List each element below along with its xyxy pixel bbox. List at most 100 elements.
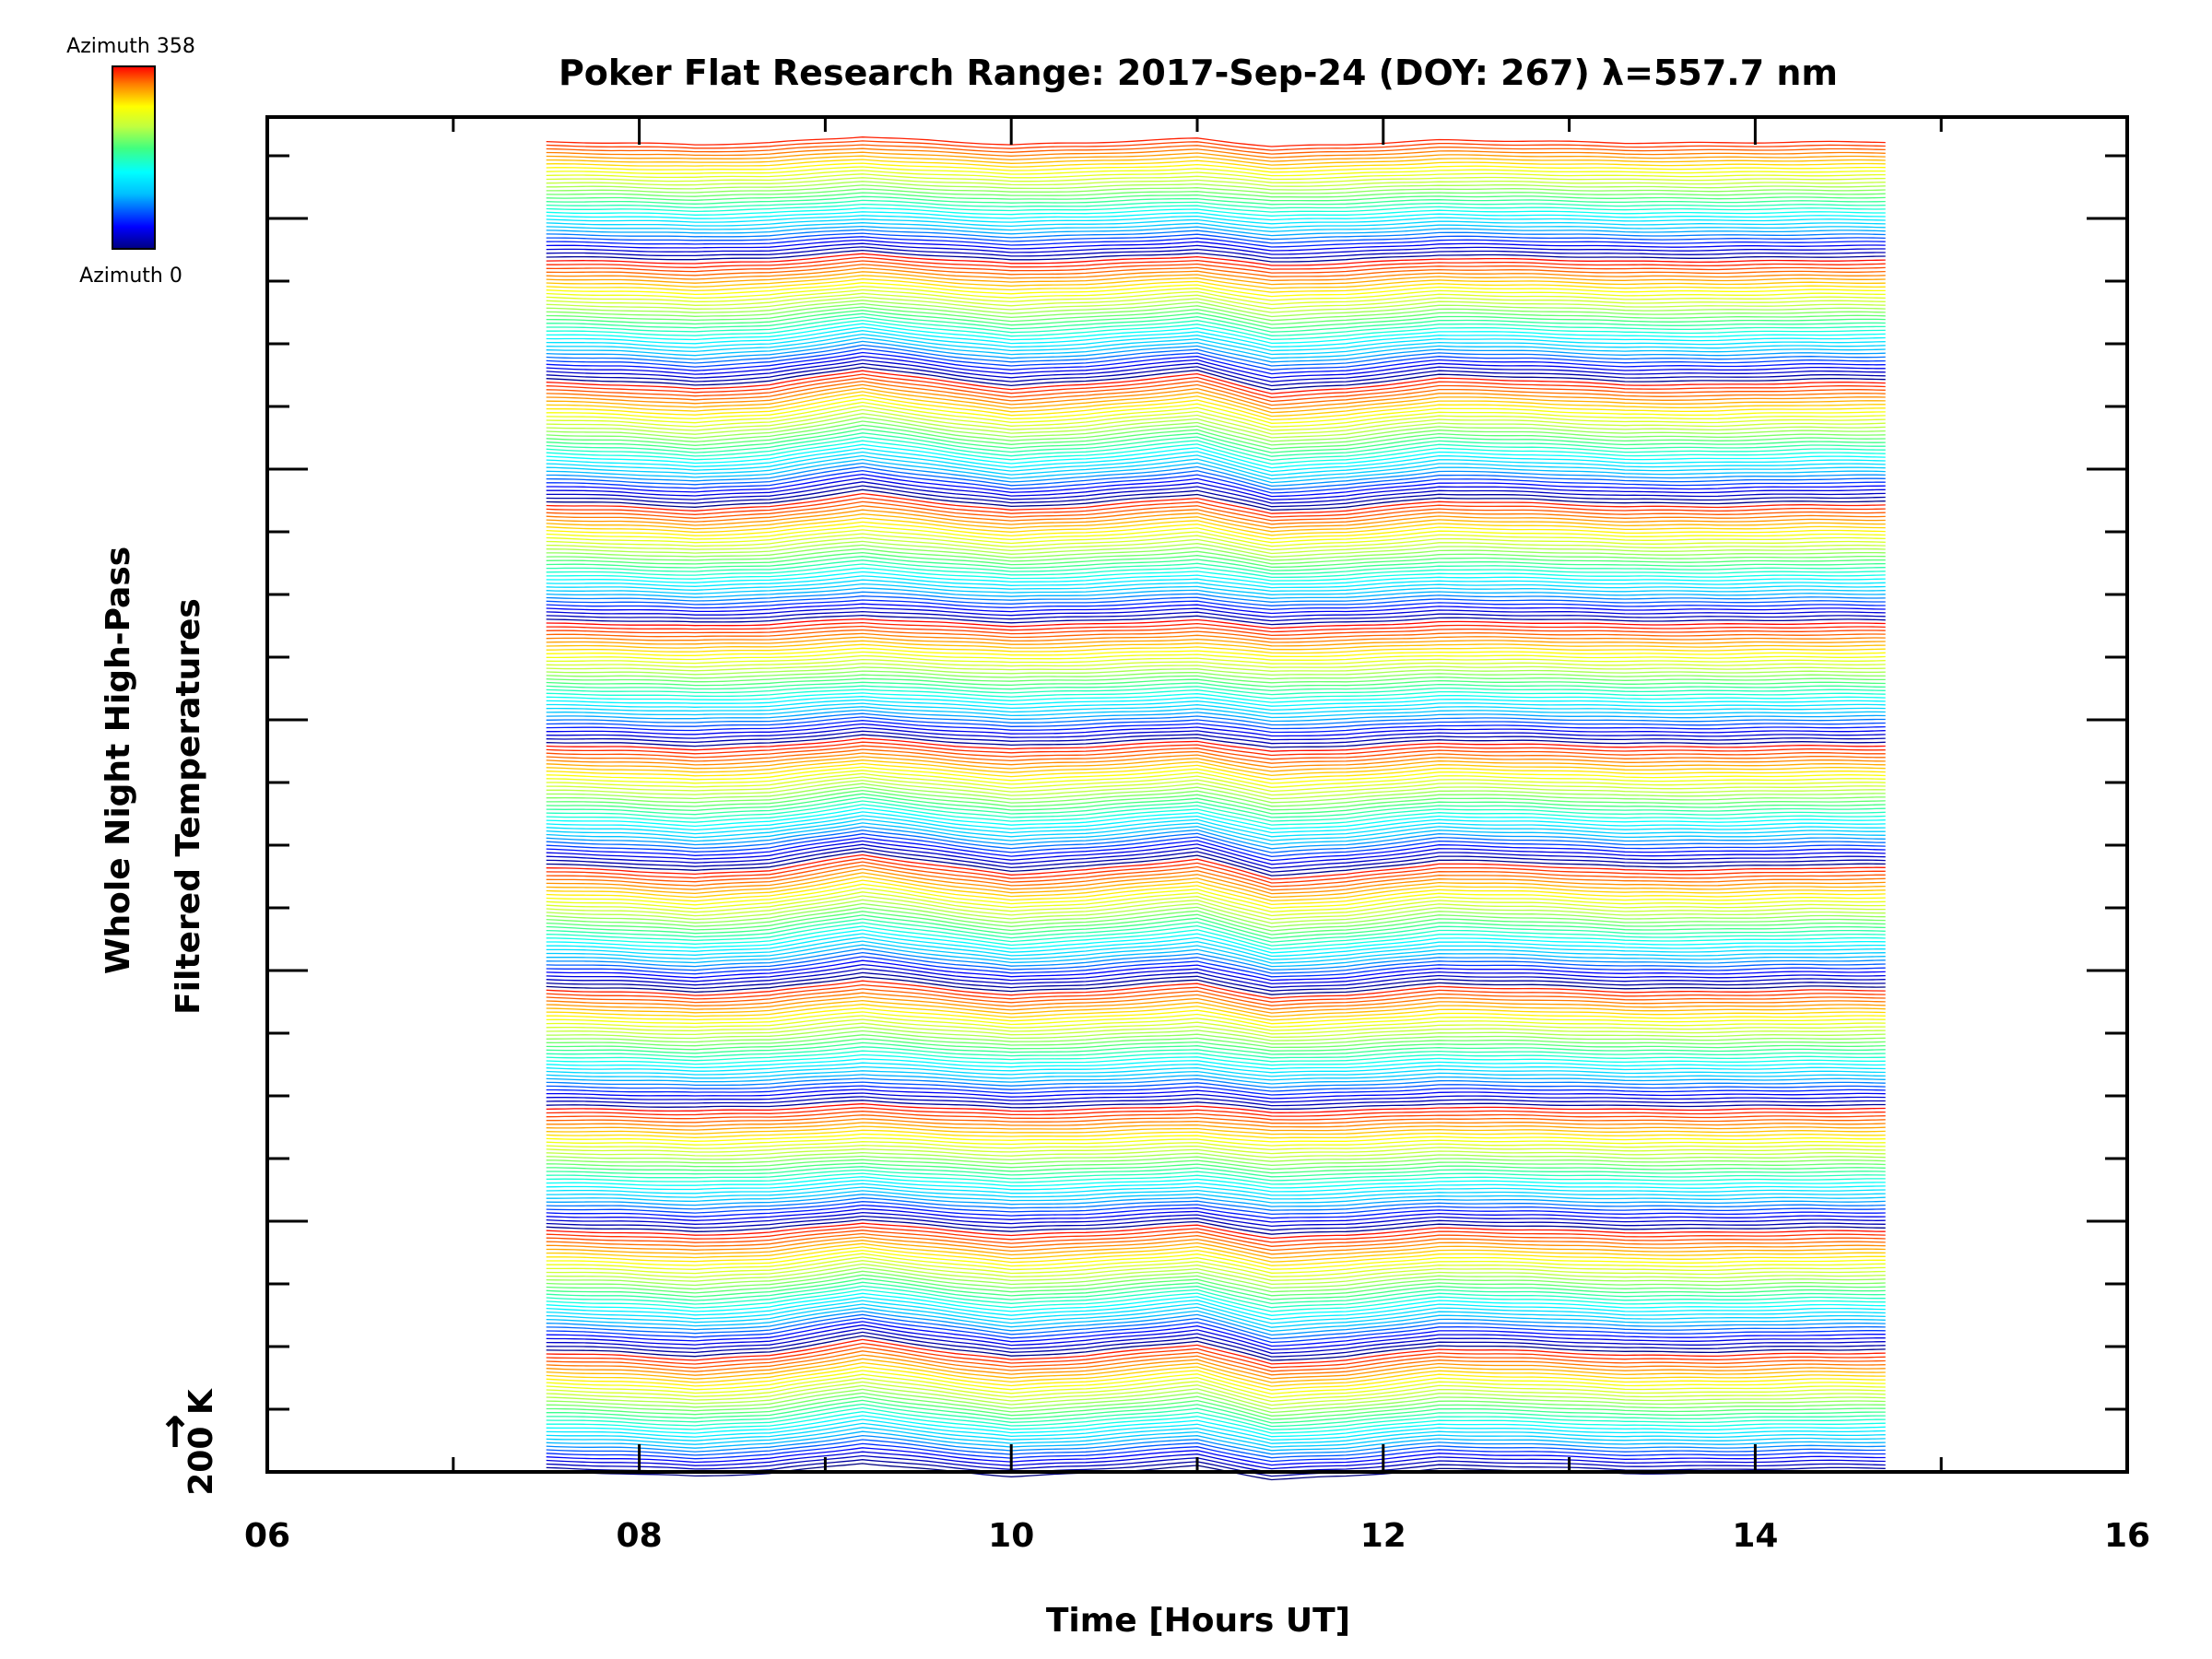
series-line: [546, 211, 1886, 221]
series-line: [546, 377, 1886, 403]
series-line: [546, 804, 1886, 826]
x-tick-labels: 06 08 10 12 14 16: [244, 1517, 2150, 1555]
series-line: [546, 1222, 1886, 1240]
series-line: [546, 632, 1886, 643]
series-line: [546, 826, 1886, 850]
series-line: [546, 925, 1886, 950]
series-line: [546, 723, 1886, 737]
series-line: [546, 1366, 1886, 1391]
series-line: [546, 1240, 1886, 1259]
series-line: [546, 1226, 1886, 1243]
series-line: [546, 1427, 1886, 1448]
series-line: [546, 762, 1886, 781]
y-scale-arrow: ↑: [158, 1407, 194, 1457]
series-line: [546, 1331, 1886, 1358]
series-line: [546, 647, 1886, 658]
series-line: [546, 599, 1886, 611]
series-line: [546, 1074, 1886, 1085]
series-line: [546, 529, 1886, 547]
series-line: [546, 940, 1886, 964]
series-line: [546, 776, 1886, 796]
series-line: [546, 1350, 1886, 1376]
series-line: [546, 681, 1886, 692]
series-line: [546, 1274, 1886, 1297]
series-line: [546, 636, 1886, 647]
series-line: [546, 872, 1886, 899]
series-line: [546, 1342, 1886, 1369]
series-line: [546, 868, 1886, 895]
series-line: [546, 793, 1886, 815]
series-line: [546, 983, 1886, 1003]
series-line: [546, 1007, 1886, 1025]
series-line: [546, 316, 1886, 336]
series-line: [546, 1041, 1886, 1055]
series-line: [546, 1129, 1886, 1139]
series-line: [546, 1281, 1886, 1305]
series-line: [546, 195, 1886, 206]
series-line: [546, 136, 1886, 147]
series-line: [546, 278, 1886, 293]
series-line: [546, 853, 1886, 880]
series-line: [546, 391, 1886, 418]
series-line: [546, 1454, 1886, 1474]
series-line: [546, 1403, 1886, 1428]
series-line: [546, 883, 1886, 910]
series-line: [546, 432, 1886, 457]
series-line: [546, 779, 1886, 800]
series-line: [546, 807, 1886, 830]
series-line: [546, 944, 1886, 968]
series-line: [546, 1232, 1886, 1252]
series-line: [546, 236, 1886, 248]
series-line: [546, 789, 1886, 811]
colorbar: Azimuth 358 Azimuth 0: [66, 35, 195, 288]
series-line: [546, 696, 1886, 707]
series-line: [546, 1122, 1886, 1132]
series-line: [546, 579, 1886, 593]
series-line: [546, 465, 1886, 490]
series-line: [546, 1204, 1886, 1219]
series-line: [546, 215, 1886, 225]
series-line: [546, 302, 1886, 322]
series-line: [546, 963, 1886, 985]
series-line: [546, 1107, 1886, 1117]
series-line: [546, 654, 1886, 665]
series-line: [546, 1050, 1886, 1063]
series-line: [546, 1270, 1886, 1293]
series-line: [546, 1125, 1886, 1135]
series-line: [546, 786, 1886, 807]
x-axis-label: Time [Hours UT]: [1046, 1602, 1350, 1640]
series-line: [546, 173, 1886, 183]
series-line: [546, 181, 1886, 191]
series-line: [546, 907, 1886, 932]
series-line: [546, 1377, 1886, 1403]
series-line: [546, 1046, 1886, 1059]
series-line: [546, 203, 1886, 213]
series-line: [546, 1263, 1886, 1286]
colorbar-top-label: Azimuth 358: [66, 35, 195, 58]
series-line: [546, 1190, 1886, 1204]
series-line: [546, 292, 1886, 310]
series-line: [546, 1246, 1886, 1266]
series-line: [546, 1030, 1886, 1045]
series-line: [546, 1324, 1886, 1351]
series-line: [546, 1434, 1886, 1455]
series-line: [546, 319, 1886, 341]
series-line: [546, 1053, 1886, 1066]
series-line: [546, 492, 1886, 514]
series-line: [546, 587, 1886, 599]
series-line: [546, 521, 1886, 540]
series-line: [546, 144, 1886, 155]
series-line: [546, 333, 1886, 356]
series-line: [546, 1395, 1886, 1420]
series-line: [546, 876, 1886, 902]
series-line: [546, 726, 1886, 741]
series-line: [546, 1354, 1886, 1380]
series-line: [546, 865, 1886, 891]
series-line: [546, 911, 1886, 935]
series-line: [546, 1296, 1886, 1321]
series-line: [546, 347, 1886, 371]
series-line: [546, 1307, 1886, 1332]
series-line: [546, 614, 1886, 626]
series-line: [546, 544, 1886, 561]
series-line: [546, 999, 1886, 1018]
